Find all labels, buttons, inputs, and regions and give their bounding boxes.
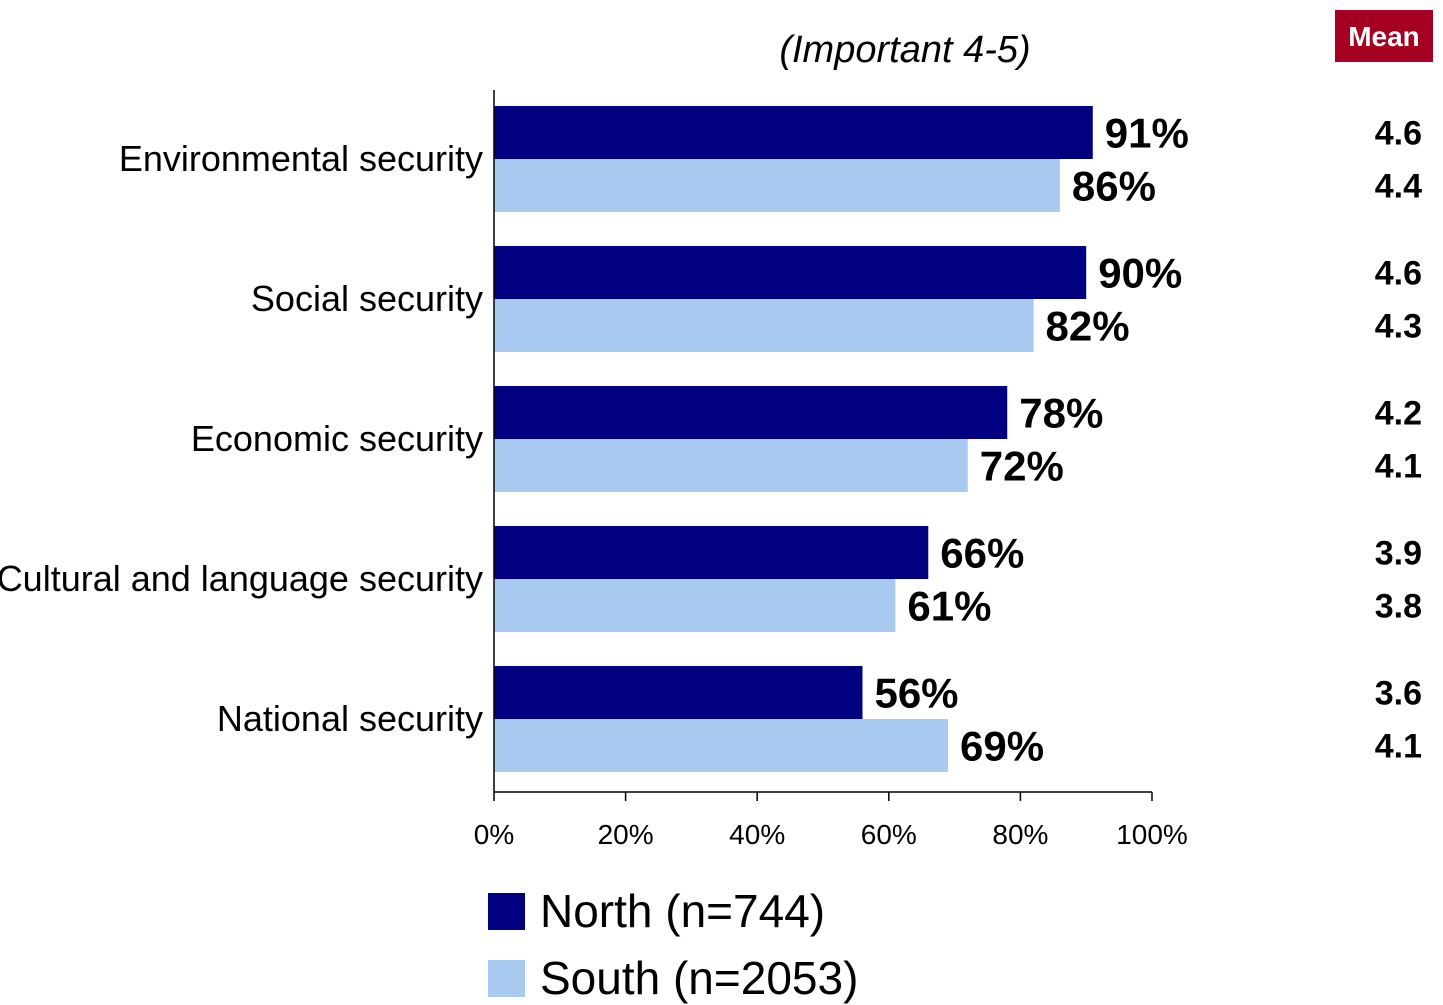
data-label: 56% — [874, 670, 958, 717]
data-label: 82% — [1046, 303, 1130, 350]
mean-value: 4.1 — [1375, 448, 1422, 486]
data-label: 69% — [960, 723, 1044, 770]
bar-north — [494, 526, 929, 579]
legend-swatch-south — [488, 960, 525, 997]
data-labels: 91% 86% 90% 82% 78% 72% 66% 61% 56%69% — [874, 110, 1188, 770]
data-label: 61% — [907, 583, 991, 630]
mean-header: Mean — [1335, 10, 1433, 62]
bar-south — [494, 439, 968, 492]
x-axis: 0% 20% 40% 60% 80% 100% — [474, 90, 1188, 850]
data-label: 78% — [1019, 390, 1103, 437]
category-label: Cultural and language security — [0, 558, 483, 599]
category-labels: Environmental security Social security Eco… — [0, 138, 483, 739]
legend-label: North (n=744) — [540, 885, 825, 937]
bars — [494, 106, 1093, 772]
x-tick-label: 0% — [474, 819, 514, 850]
data-label: 66% — [940, 530, 1024, 577]
bar-south — [494, 579, 896, 632]
data-label: 91% — [1105, 110, 1189, 157]
mean-value: 4.6 — [1375, 115, 1422, 153]
mean-header-label: Mean — [1348, 21, 1420, 52]
bar-north — [494, 666, 863, 719]
bar-south — [494, 719, 949, 772]
mean-value: 3.8 — [1375, 588, 1422, 626]
category-label: National security — [217, 698, 483, 739]
bar-south — [494, 299, 1034, 352]
legend-swatch-north — [488, 893, 525, 930]
mean-value: 4.1 — [1375, 728, 1422, 766]
data-label: 90% — [1098, 250, 1182, 297]
data-label: 72% — [980, 443, 1064, 490]
legend-label: South (n=2053) — [540, 952, 858, 1004]
mean-values: 4.6 4.4 4.6 4.3 4.2 4.1 3.9 3.8 3.6 4.1 — [1375, 115, 1422, 766]
data-label: 86% — [1072, 163, 1156, 210]
category-label: Economic security — [191, 418, 483, 459]
mean-value: 4.3 — [1375, 308, 1422, 346]
mean-value: 4.2 — [1375, 395, 1422, 433]
x-tick-label: 60% — [861, 819, 917, 850]
mean-value: 4.6 — [1375, 255, 1422, 293]
x-tick-label: 100% — [1116, 819, 1188, 850]
bar-south — [494, 159, 1060, 212]
mean-value: 3.6 — [1375, 675, 1422, 713]
x-tick-label: 40% — [729, 819, 785, 850]
legend: North (n=744) South (n=2053) — [488, 885, 858, 1004]
bar-north — [494, 246, 1087, 299]
chart-subtitle: (Important 4-5) — [779, 29, 1030, 71]
x-tick-label: 80% — [992, 819, 1048, 850]
mean-value: 4.4 — [1375, 168, 1422, 206]
mean-header-box — [1335, 10, 1433, 62]
category-label: Social security — [251, 278, 483, 319]
category-label: Environmental security — [119, 138, 483, 179]
x-tick-label: 20% — [598, 819, 654, 850]
mean-value: 3.9 — [1375, 535, 1422, 573]
bar-north — [494, 106, 1093, 159]
bar-north — [494, 386, 1008, 439]
